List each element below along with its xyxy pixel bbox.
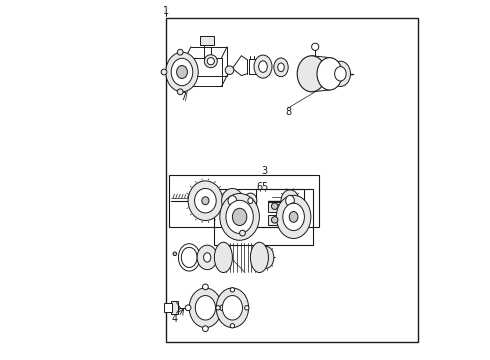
Bar <box>166 18 418 342</box>
Circle shape <box>225 66 234 75</box>
Text: 1: 1 <box>163 6 169 16</box>
Ellipse shape <box>222 296 243 320</box>
Text: 7: 7 <box>181 92 187 102</box>
Ellipse shape <box>195 188 216 213</box>
Circle shape <box>177 49 183 55</box>
Ellipse shape <box>197 245 217 270</box>
Text: 3: 3 <box>262 166 268 176</box>
Ellipse shape <box>204 55 217 68</box>
Text: 6: 6 <box>257 182 263 192</box>
Ellipse shape <box>317 58 342 90</box>
Circle shape <box>161 69 167 75</box>
Ellipse shape <box>232 208 247 225</box>
Ellipse shape <box>171 58 193 86</box>
Ellipse shape <box>335 67 346 81</box>
Circle shape <box>177 89 183 95</box>
Ellipse shape <box>330 61 350 86</box>
Ellipse shape <box>188 181 222 220</box>
Ellipse shape <box>207 58 215 65</box>
Ellipse shape <box>281 190 299 211</box>
Text: 8: 8 <box>285 107 291 117</box>
Ellipse shape <box>259 247 274 268</box>
Circle shape <box>202 284 208 290</box>
Circle shape <box>173 252 176 256</box>
Ellipse shape <box>289 211 298 222</box>
Ellipse shape <box>276 195 311 238</box>
Ellipse shape <box>204 253 211 262</box>
Bar <box>215 189 314 245</box>
Ellipse shape <box>228 195 237 206</box>
Ellipse shape <box>202 197 209 204</box>
Bar <box>200 36 215 45</box>
Circle shape <box>216 306 220 310</box>
Circle shape <box>271 217 278 223</box>
Ellipse shape <box>274 58 288 77</box>
Circle shape <box>290 203 296 210</box>
Ellipse shape <box>189 288 221 328</box>
Ellipse shape <box>254 55 272 78</box>
Ellipse shape <box>250 242 269 273</box>
Bar <box>164 303 172 312</box>
Ellipse shape <box>196 296 216 320</box>
Ellipse shape <box>244 193 257 208</box>
Circle shape <box>230 324 235 328</box>
Ellipse shape <box>297 56 326 92</box>
Ellipse shape <box>278 63 284 72</box>
Circle shape <box>230 288 235 292</box>
Text: 2: 2 <box>222 251 228 261</box>
Ellipse shape <box>216 288 248 328</box>
Text: 4: 4 <box>172 314 178 324</box>
Circle shape <box>202 326 208 332</box>
Circle shape <box>245 306 249 310</box>
Ellipse shape <box>220 194 259 240</box>
Bar <box>256 189 304 227</box>
Text: 5: 5 <box>262 182 268 192</box>
Bar <box>286 215 299 225</box>
Bar <box>268 202 281 212</box>
Ellipse shape <box>215 242 232 273</box>
Ellipse shape <box>166 52 198 92</box>
Ellipse shape <box>286 195 294 206</box>
Ellipse shape <box>226 200 253 234</box>
Ellipse shape <box>176 66 187 78</box>
Circle shape <box>185 305 191 311</box>
Ellipse shape <box>221 188 243 213</box>
Ellipse shape <box>259 61 268 72</box>
Bar <box>286 202 299 212</box>
Bar <box>268 215 281 225</box>
Ellipse shape <box>248 198 253 203</box>
Bar <box>171 301 178 314</box>
Circle shape <box>290 217 296 223</box>
Circle shape <box>271 203 278 210</box>
Circle shape <box>312 43 319 50</box>
Bar <box>170 175 319 227</box>
Circle shape <box>240 230 245 236</box>
Ellipse shape <box>283 203 304 231</box>
Circle shape <box>220 305 225 311</box>
